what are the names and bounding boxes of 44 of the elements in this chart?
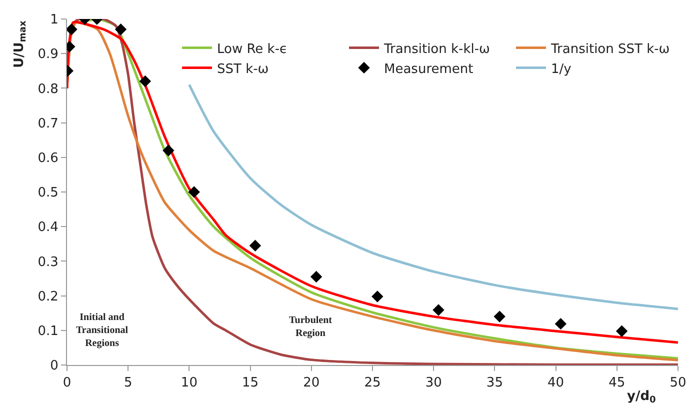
- legend-label: SST k-ω: [217, 62, 269, 77]
- y-tick-label: 0.8: [38, 82, 58, 97]
- point: [67, 24, 78, 36]
- x-tick-label: 25: [364, 376, 381, 391]
- y-tick-label: 0.4: [38, 220, 58, 236]
- point: [114, 24, 127, 36]
- legend-label: Low Re k-ϵ: [217, 42, 288, 57]
- point: [554, 318, 567, 330]
- point: [310, 270, 322, 283]
- line-series: [188, 83, 678, 310]
- x-tick-label: 15: [242, 376, 259, 391]
- x-tick-label: 40: [548, 376, 564, 391]
- x-tick-label: 10: [180, 376, 198, 391]
- point: [494, 310, 506, 322]
- point: [249, 240, 262, 252]
- y-tick-label: 0.9: [38, 47, 58, 62]
- legend-label: Transition k-kl-ω: [383, 42, 490, 57]
- x-tick-label: 45: [608, 376, 626, 391]
- y-tick-label: 0.2: [38, 289, 58, 304]
- x-tick-label: 5: [124, 376, 132, 391]
- point: [372, 290, 384, 302]
- y-tick-label: 1: [50, 12, 58, 28]
- annotation: Initial and Transitional Regions: [76, 312, 128, 349]
- y-tick-label: 0: [50, 358, 58, 374]
- y-tick-label: 0.6: [38, 150, 58, 166]
- y-tick-label: 0.1: [38, 324, 58, 339]
- y-tick-label: 0.5: [38, 186, 58, 201]
- annotation: Turbulent Region: [289, 315, 333, 339]
- x-tick-label: 0: [62, 376, 72, 391]
- x-tick-label: 20: [303, 376, 320, 391]
- x-tick-label: 50: [670, 376, 686, 391]
- point: [188, 186, 200, 198]
- y-tick-label: 0.7: [38, 116, 58, 132]
- point: [139, 75, 152, 88]
- legend-label: 1/y: [551, 62, 572, 77]
- x-tick-label: 30: [425, 376, 442, 391]
- point: [616, 325, 628, 337]
- y-tick-label: 0.3: [38, 254, 58, 270]
- legend-label: Measurement: [384, 62, 474, 77]
- point: [162, 144, 174, 156]
- point: [432, 304, 444, 316]
- x-tick-label: 35: [486, 376, 503, 391]
- legend-label: Transition SST k-ω: [550, 42, 670, 57]
- x-axis-title: y/d$_{0}$: [627, 389, 656, 406]
